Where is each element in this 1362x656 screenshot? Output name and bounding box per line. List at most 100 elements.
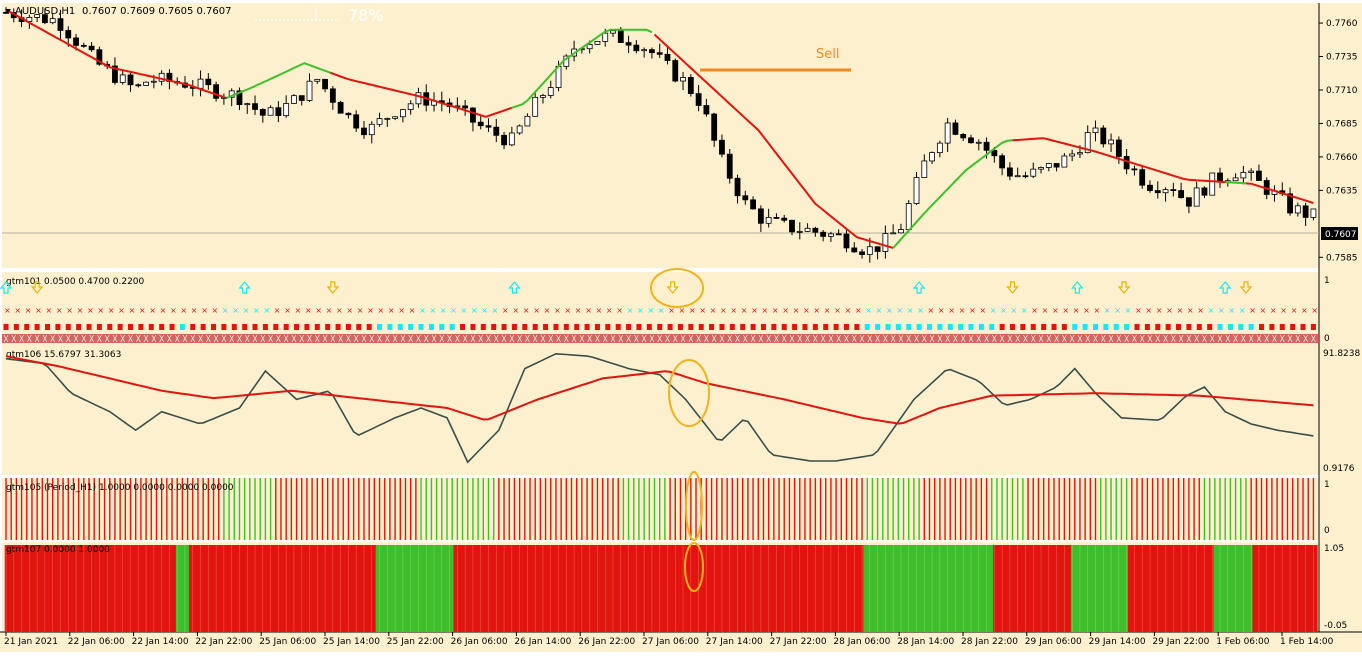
gtm107-bar [357,545,361,632]
gtm101-cross: × [1249,306,1256,315]
gtm101-square [428,324,434,330]
candle-body [1108,139,1114,145]
gtm101-cross: × [232,306,239,315]
gtm107-bar [731,545,735,632]
gtm106-scale-top: 91.8238 [1323,349,1360,359]
gtm107-bar [712,545,716,632]
gtm101-cross: × [191,306,198,315]
gtm107-bar [178,545,182,632]
gtm107-bar [1031,545,1035,632]
gtm101-band-hatch [1030,334,1036,343]
gtm107-bar [531,545,535,632]
candle-body [991,149,998,157]
gtm101-cross: × [979,306,986,315]
candle-body [1069,153,1076,157]
gtm107-bar [554,545,558,632]
gtm107-bar [1006,545,1010,632]
time-tick-label: 22 Jan 14:00 [132,637,189,647]
gtm107-bar [282,545,286,632]
gtm101-square [594,324,600,330]
gtm107-bar [1200,545,1204,632]
gtm107-bar [1299,545,1303,632]
candle-body [407,103,414,111]
candle-body [929,152,935,162]
gtm107-bar [476,545,480,632]
gtm107-bar [1242,545,1246,632]
candle-body [540,95,546,98]
candle-body [695,93,702,106]
gtm101-band-hatch [960,334,966,343]
gtm107-bar [118,545,122,632]
gtm107-bar [785,545,789,632]
gtm101-square [449,324,455,330]
gtm101-band-hatch [478,334,483,343]
time-tick-label: 22 Jan 22:00 [195,637,252,647]
gtm101-square [636,324,642,330]
gtm107-bar [884,545,888,632]
candle-body [143,81,149,86]
gtm101-square [294,324,300,330]
gtm101-band-hatch [120,334,125,343]
gtm101-band-hatch [167,334,172,343]
gtm101-cross: × [730,306,737,315]
gtm101-cross: × [56,306,63,315]
gtm101-square [1176,324,1182,330]
gtm101-cross: × [222,306,229,315]
time-tick-label: 27 Jan 22:00 [770,637,827,647]
gtm101-cross: × [492,306,499,315]
dropdown-triangle-icon[interactable] [5,9,11,13]
gtm107-bar [279,545,283,632]
gtm101-band-hatch [1256,334,1262,343]
candle-body [501,134,507,146]
gtm101-cross: × [1228,306,1235,315]
candle-body [874,246,881,252]
gtm107-bar [284,545,288,632]
candle-body [649,49,655,54]
gtm101-band-hatch [237,334,242,343]
gtm101-band-hatch [517,334,522,343]
candle-body [213,84,220,99]
candle-body [96,49,103,65]
gtm101-band-hatch [392,334,398,343]
buy-arrow-icon [0,281,13,294]
gtm107-bar [435,545,439,632]
time-tick-label: 26 Jan 14:00 [514,637,571,647]
candle-body [532,96,539,117]
gtm101-cross: × [886,306,893,315]
gtm101-band-hatch [929,334,935,343]
gtm101-band-hatch [1163,334,1168,343]
gtm101-square [947,324,953,330]
gtm101-band-hatch [104,334,110,343]
gtm101-square [345,324,351,330]
gtm101-cross: × [1260,306,1267,315]
gtm107-bar [593,545,597,632]
gtm101-cross: × [813,306,820,315]
gtm101-band-hatch [1287,334,1293,343]
gtm107-bar [17,545,21,632]
gtm107-bar [256,545,260,632]
gtm107-bar [105,545,109,632]
gtm107-bar [116,545,120,632]
gtm101-square [1310,324,1316,330]
gtm107-bar [443,545,447,632]
candle-body [1178,190,1185,199]
gtm101-band-hatch [618,334,624,343]
gtm107-bar [370,545,374,632]
gtm107-bar [186,545,190,632]
candle-body [625,42,632,46]
gtm105-scale-top: 1 [1324,480,1330,490]
candle-body [1170,189,1177,192]
main-price-panel[interactable] [2,3,1319,268]
gtm107-bar [266,545,270,632]
gtm107-bar [943,545,947,632]
gtm101-square [875,324,881,330]
price-scale-bg [1319,3,1362,632]
gtm101-band-hatch [890,334,896,343]
gtm107-bar [1216,545,1220,632]
gtm107-bar [606,545,610,632]
gtm107-bar [923,545,926,632]
gtm107-bar [993,545,997,632]
gtm107-bar [863,545,867,632]
gtm101-square [1093,324,1099,330]
